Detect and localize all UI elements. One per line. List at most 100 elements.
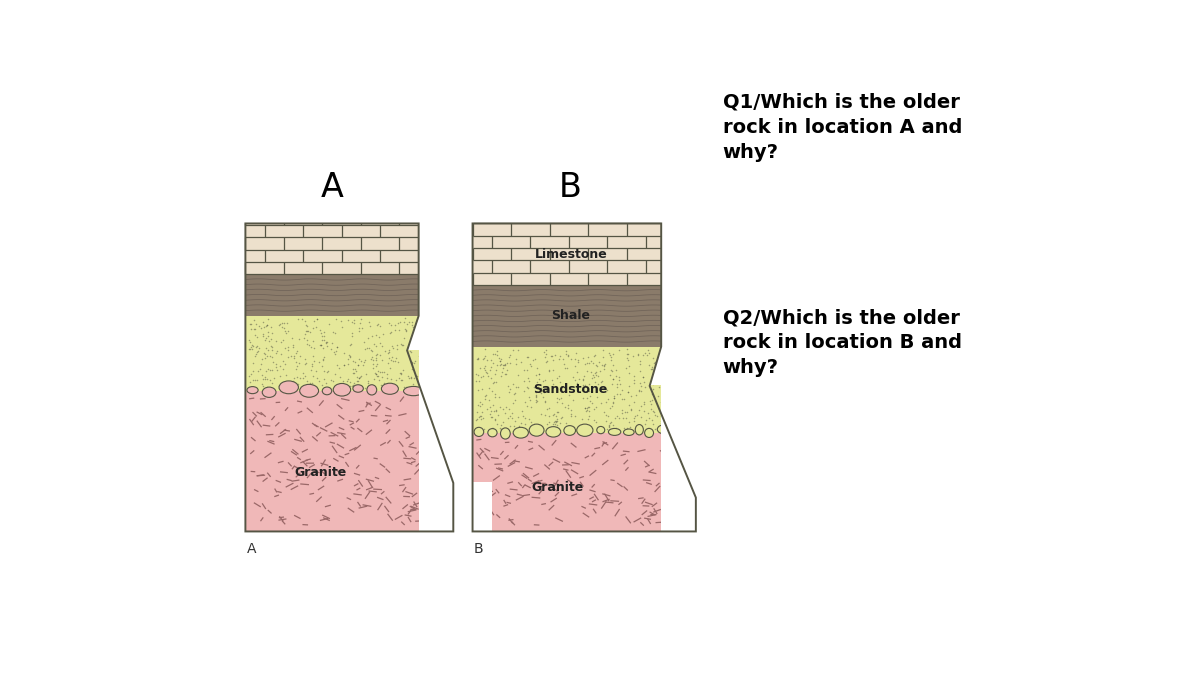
Point [578,406,598,416]
Point [434,341,454,352]
Point [642,388,661,399]
Point [420,338,439,348]
Point [324,346,343,357]
Point [348,372,367,383]
Point [274,356,293,367]
Point [344,378,364,389]
Point [659,387,678,398]
Ellipse shape [564,426,576,435]
Point [295,333,314,344]
Point [486,377,505,387]
Point [568,367,587,377]
Point [524,418,544,429]
Point [619,387,638,398]
Point [644,357,664,368]
Point [575,379,594,390]
Point [646,424,665,435]
Point [344,367,364,378]
Point [420,329,439,340]
Point [614,406,634,417]
Point [350,372,370,383]
Point [270,318,289,329]
Point [415,322,434,333]
Point [577,358,596,369]
Point [546,411,565,422]
Point [353,323,372,333]
Point [480,365,499,376]
Point [346,363,365,374]
Polygon shape [407,317,455,484]
Point [677,402,696,413]
Point [595,359,614,370]
Point [367,350,386,361]
Point [580,396,599,406]
Point [606,423,625,433]
Point [404,321,424,332]
Point [338,373,358,384]
Point [594,364,613,375]
Text: Granite: Granite [532,481,583,493]
Point [498,412,517,423]
Point [247,375,266,385]
Point [274,334,293,345]
Point [278,342,298,352]
Point [677,423,696,434]
Point [648,391,667,402]
Point [296,320,316,331]
Bar [246,392,454,531]
Point [433,382,452,393]
Point [482,423,502,434]
Point [677,407,696,418]
Point [588,379,607,389]
Point [604,373,623,384]
Point [566,348,586,359]
Point [496,360,515,371]
Point [544,354,563,365]
Point [512,406,532,416]
Point [583,358,602,369]
Point [355,354,374,365]
Point [605,393,624,404]
Point [644,406,664,417]
Point [370,332,389,343]
Point [404,372,424,383]
Point [332,321,352,332]
Point [487,364,506,375]
Point [296,325,316,336]
Point [391,339,410,350]
Point [366,369,385,380]
Point [629,348,648,359]
Point [527,392,546,402]
Point [341,381,360,392]
Point [355,343,374,354]
Point [487,346,506,356]
Point [535,410,554,421]
Point [256,374,275,385]
Point [362,352,382,362]
Point [641,396,660,406]
Point [604,348,623,359]
Point [386,352,406,363]
Point [366,341,385,352]
Point [550,394,569,405]
Point [515,397,534,408]
Point [545,418,564,429]
Point [547,396,566,407]
Point [534,381,553,392]
Point [499,404,518,415]
Point [372,341,391,352]
Point [382,380,401,391]
Point [427,359,446,370]
Point [654,411,673,422]
Point [599,393,618,404]
Point [416,355,436,366]
Point [559,349,578,360]
Point [349,373,368,384]
Point [246,351,265,362]
Point [529,420,548,431]
Point [514,386,533,397]
Point [344,315,364,325]
Polygon shape [454,482,492,535]
Point [341,352,360,362]
Polygon shape [649,348,697,498]
